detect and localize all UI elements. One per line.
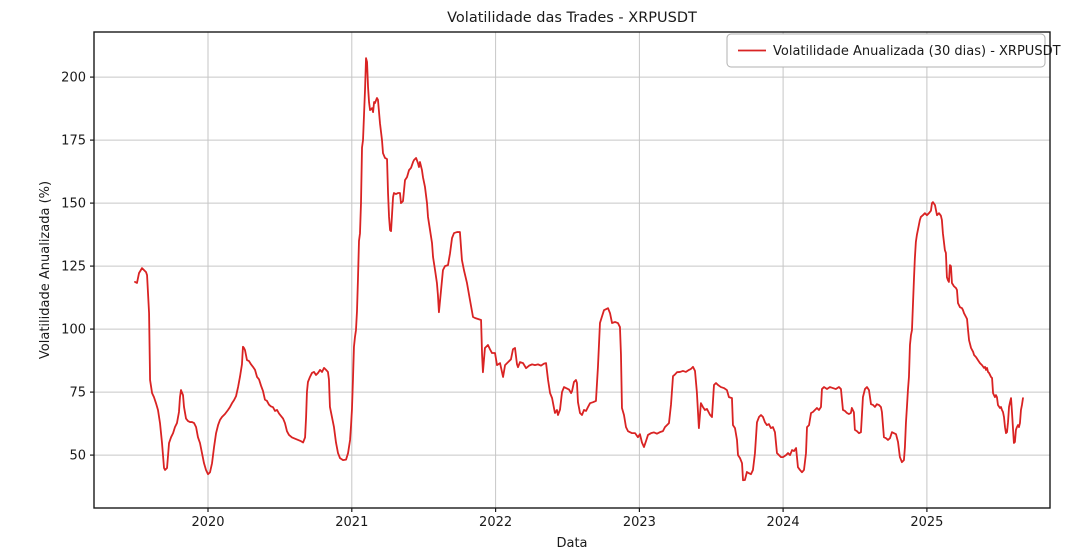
y-tick-label-100: 100 (61, 323, 86, 338)
x-axis-label: Data (556, 536, 587, 551)
x-tick-label-2023: 2023 (623, 515, 656, 530)
x-tick-label-2024: 2024 (767, 515, 800, 530)
x-tick-labels: 2020 2021 2022 2023 2024 2025 (191, 515, 943, 530)
legend-label: Volatilidade Anualizada (30 dias) - XRPU… (773, 44, 1061, 59)
y-tick-label-50: 50 (69, 449, 86, 464)
chart-title: Volatilidade das Trades - XRPUSDT (447, 10, 697, 26)
y-tick-label-125: 125 (61, 260, 86, 275)
y-tick-label-200: 200 (61, 71, 86, 86)
y-tick-label-75: 75 (69, 386, 86, 401)
x-tick-label-2022: 2022 (479, 515, 512, 530)
x-tick-label-2025: 2025 (910, 515, 943, 530)
legend-box (726, 33, 1046, 68)
y-tick-labels: 50 75 100 125 150 175 200 (61, 71, 86, 464)
y-tick-label-175: 175 (61, 134, 86, 149)
series-line-0-xrpusdt-volatility (134, 57, 1024, 482)
x-tick-label-2020: 2020 (191, 515, 224, 530)
plot-border (93, 31, 1051, 509)
axis-ticks (90, 76, 928, 512)
plot-area (94, 32, 1050, 508)
legend: Volatilidade Anualizada (30 dias) - XRPU… (726, 33, 1061, 68)
series-group (134, 57, 1024, 482)
gridlines (94, 32, 1050, 508)
y-axis-label: Volatilidade Anualizada (%) (38, 181, 53, 359)
x-tick-label-2021: 2021 (335, 515, 368, 530)
y-tick-label-150: 150 (61, 197, 86, 212)
